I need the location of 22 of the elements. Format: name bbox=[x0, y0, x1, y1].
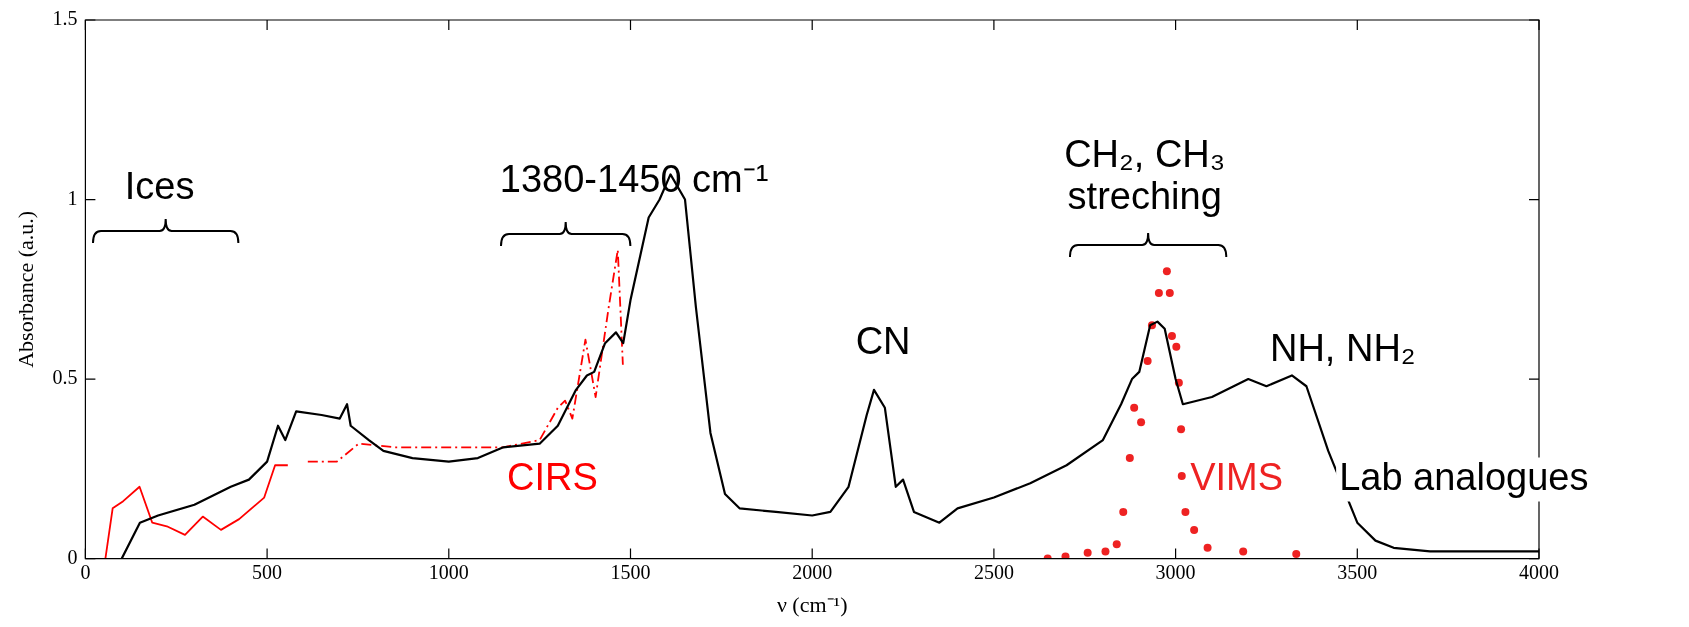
series-label: CIRS bbox=[506, 456, 598, 499]
x-tick-label: 3000 bbox=[1155, 560, 1196, 583]
x-tick-label: 1000 bbox=[428, 560, 469, 583]
series-label: Lab analogues bbox=[1339, 456, 1589, 499]
x-tick-label: 2000 bbox=[792, 560, 833, 583]
x-tick-label: 3500 bbox=[1337, 560, 1378, 583]
y-tick-label: 0 bbox=[67, 545, 78, 568]
y-tick-label: 1 bbox=[67, 186, 78, 209]
x-tick-label: 500 bbox=[252, 560, 283, 583]
x-axis-title: ν (cm⁻¹) bbox=[776, 591, 848, 617]
y-axis-title: Absorbance (a.u.) bbox=[12, 210, 38, 368]
annotation: 1380-1450 cm⁻¹ bbox=[499, 158, 769, 201]
x-tick-label: 4000 bbox=[1519, 560, 1559, 583]
y-tick-label: 0.5 bbox=[52, 366, 78, 389]
series-label: VIMS bbox=[1190, 456, 1284, 499]
x-tick-label: 1500 bbox=[610, 560, 651, 583]
annotation: Ices bbox=[124, 165, 195, 208]
x-tick-label: 2500 bbox=[973, 560, 1014, 583]
annotation: CH₂, CH₃ streching bbox=[1064, 133, 1226, 218]
annotation: CN bbox=[855, 319, 911, 362]
y-tick-label: 1.5 bbox=[52, 7, 78, 30]
annotation: NH, NH₂ bbox=[1269, 326, 1416, 369]
